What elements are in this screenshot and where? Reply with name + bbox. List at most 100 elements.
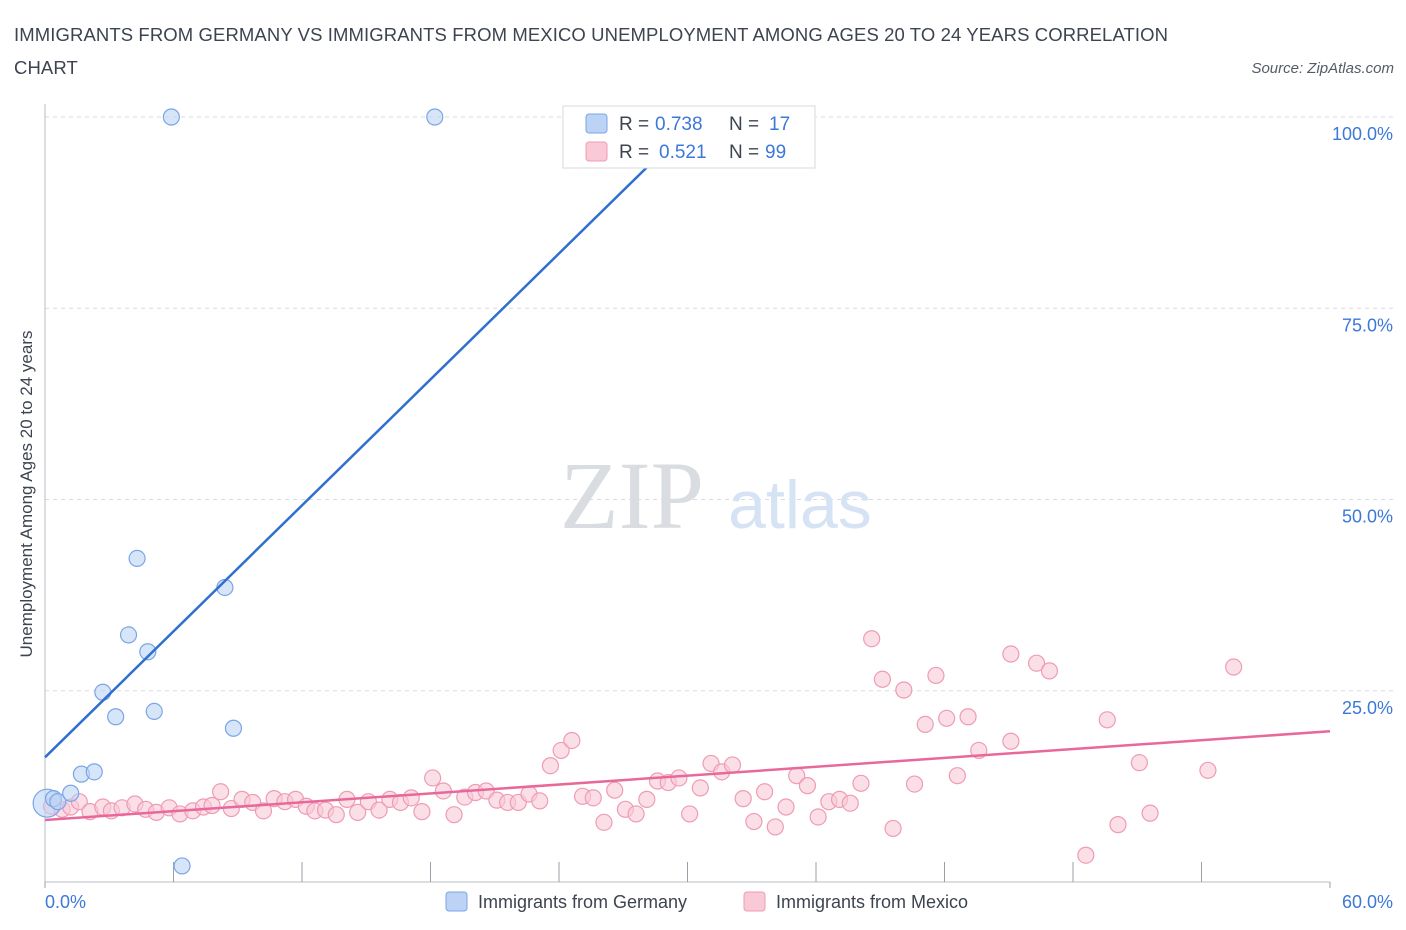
mexico-point [895,681,913,699]
mexico-point [445,806,463,824]
mexico-point [681,805,699,823]
stats-n-label-mexico: N = [729,142,759,163]
y-tick-label: 100.0% [1332,124,1393,144]
mexico-point [1027,654,1046,672]
mexico-point [531,792,549,810]
stats-n-value-mexico: 99 [765,142,786,163]
mexico-point [1141,804,1159,822]
axes [44,104,1331,888]
germany-point [426,108,444,126]
mexico-point [927,666,945,685]
source-note: Source: ZipAtlas.com [1251,60,1394,77]
stats-r-value-mexico: 0.521 [659,142,707,163]
y-tick-labels: 25.0% 50.0% 75.0% 100.0% [1332,124,1393,718]
mexico-point [670,769,688,787]
mexico-point [1199,761,1217,779]
mexico-point [798,777,817,795]
germany-point [85,763,103,781]
mexico-point [691,779,709,797]
mexico-point [884,819,902,838]
germany-point [62,784,80,802]
mexico-point [1098,711,1116,729]
mexico-point [627,805,645,823]
watermark-zip: ZIP [560,442,704,549]
y-tick-label: 25.0% [1342,698,1393,718]
mexico-point [349,803,367,821]
mexico-point [327,806,345,824]
mexico-point [734,790,752,808]
germany-point [139,643,157,661]
x-tick-label: 0.0% [45,892,86,912]
mexico-point [905,775,924,793]
legend-label-germany: Immigrants from Germany [478,892,687,912]
mexico-point [1040,662,1059,680]
chart-title: IMMIGRANTS FROM GERMANY VS IMMIGRANTS FR… [14,24,1169,78]
mexico-point [254,802,273,820]
mexico-point [916,715,934,734]
mexico-point [948,767,966,785]
mexico-point [745,812,763,831]
mexico-point [552,741,570,760]
y-tick-label: 75.0% [1342,315,1393,335]
mexico-point [809,808,827,826]
mexico-point [203,796,221,815]
stats-n-label-germany: N = [729,114,759,135]
mexico-point [755,783,774,801]
series-mexico-points [42,630,1243,864]
legend-swatch-mexico [743,891,766,912]
legend-label-mexico: Immigrants from Mexico [776,892,968,912]
germany-point [128,549,146,568]
germany-point [145,702,163,721]
germany-point [162,108,180,126]
mexico-point [1130,754,1148,772]
mexico-point [1002,732,1020,750]
mexico-point [959,708,977,726]
stats-r-label-germany: R = [619,114,649,135]
gridlines [45,116,1394,692]
germany-point [107,708,125,726]
mexico-point [402,789,420,807]
bottom-legend: Immigrants from Germany Immigrants from … [445,891,968,912]
mexico-point [1109,816,1127,834]
stats-swatch-germany [585,113,608,134]
x-tick-label: 60.0% [1342,892,1393,912]
stats-n-value-germany: 17 [769,114,790,135]
germany-point [224,719,243,737]
trendline-mexico [44,730,1331,822]
watermark: ZIP atlas [560,442,872,549]
mexico-point [584,789,602,807]
mexico-point [723,756,742,774]
mexico-point [841,794,859,812]
stats-swatch-mexico [585,141,608,162]
mexico-point [638,790,656,808]
mexico-point [863,630,881,648]
mexico-point [1077,846,1095,864]
mexico-point [766,818,784,836]
y-tick-label: 50.0% [1342,507,1393,527]
mexico-point [212,783,230,801]
mexico-point [563,731,581,750]
mexico-point [541,757,560,775]
mexico-point [938,709,956,727]
stats-r-label-mexico: R = [619,142,649,163]
mexico-point [1002,645,1020,663]
mexico-point [606,781,624,799]
germany-point [94,683,112,701]
series-germany-points [32,108,444,875]
mexico-point [595,813,613,831]
mexico-point [413,803,431,821]
legend-swatch-germany [445,891,468,912]
mexico-point [370,801,388,819]
mexico-point [1225,658,1243,676]
germany-point [49,793,67,811]
stats-legend: R = 0.738 N = 17 R = 0.521 N = 99 [562,105,816,169]
germany-point [119,626,138,644]
trendlines [44,116,1331,822]
mexico-point [424,769,442,787]
germany-point [173,857,191,875]
mexico-point [852,774,870,792]
watermark-atlas: atlas [728,467,872,543]
stats-r-value-germany: 0.738 [655,114,703,135]
mexico-point [777,798,795,816]
